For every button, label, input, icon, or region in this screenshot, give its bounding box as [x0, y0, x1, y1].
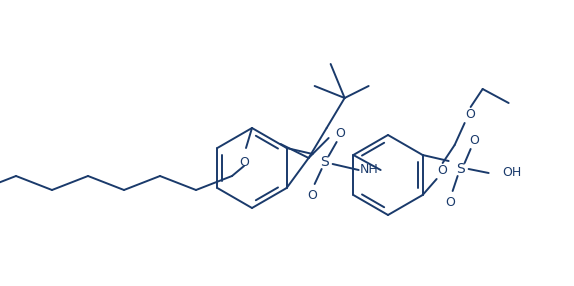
Text: O: O	[239, 156, 249, 168]
Text: O: O	[466, 108, 476, 122]
Text: NH: NH	[359, 164, 378, 176]
Text: O: O	[445, 196, 456, 210]
Text: S: S	[456, 162, 465, 176]
Text: S: S	[320, 155, 329, 169]
Text: OH: OH	[503, 166, 522, 180]
Text: O: O	[336, 128, 346, 140]
Text: O: O	[470, 134, 480, 148]
Text: O: O	[438, 164, 448, 178]
Text: O: O	[308, 190, 317, 202]
